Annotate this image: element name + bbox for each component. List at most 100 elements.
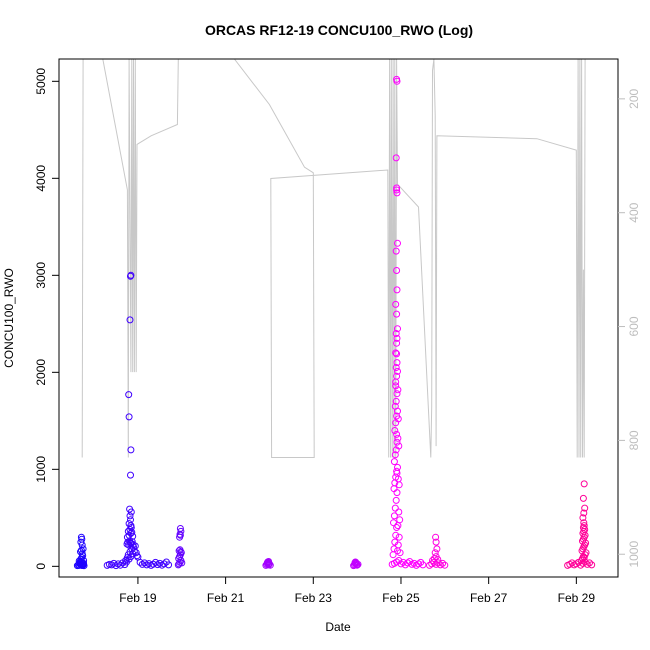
data-point	[392, 330, 400, 337]
data-point	[126, 316, 134, 324]
y-tick-label: 5000	[34, 68, 48, 95]
altitude-trace-layer	[81, 58, 586, 458]
data-point	[116, 561, 124, 569]
series-0	[73, 533, 88, 570]
data-point	[156, 559, 164, 567]
altitude-trace-line	[81, 58, 586, 458]
data-point	[393, 438, 401, 446]
series-1	[103, 271, 173, 570]
data-point	[401, 561, 409, 569]
data-point	[392, 382, 400, 390]
data-point	[127, 271, 135, 279]
data-point	[434, 556, 442, 563]
data-point	[393, 339, 401, 347]
y-axis: 0 1000 2000 3000 4000 5000	[34, 68, 60, 570]
x-axis: Feb 19 Feb 21 Feb 23 Feb 25 Feb 27 Feb 29	[119, 576, 595, 605]
y-tick-label: 2000	[34, 359, 48, 386]
data-point	[394, 367, 401, 375]
data-point	[391, 402, 399, 410]
series-2	[174, 525, 186, 569]
y-tick-label: 4000	[34, 165, 48, 192]
data-point	[351, 558, 359, 566]
data-point	[580, 509, 588, 517]
right-tick-label: 200	[627, 88, 641, 108]
data-point	[110, 559, 118, 567]
data-point	[392, 154, 400, 162]
data-point	[431, 549, 439, 557]
data-point	[127, 516, 134, 524]
y-tick-label: 0	[34, 563, 48, 570]
data-point	[393, 359, 401, 367]
data-point	[390, 519, 397, 527]
x-tick-label: Feb 19	[119, 591, 157, 605]
data-point	[141, 559, 148, 567]
right-tick-label: 800	[627, 430, 641, 450]
data-point	[393, 430, 401, 438]
data-point	[581, 526, 589, 533]
data-point	[177, 548, 185, 556]
plot-frame	[58, 58, 619, 578]
data-point	[176, 525, 184, 532]
data-point	[394, 522, 402, 530]
data-point	[125, 520, 133, 528]
data-point	[125, 413, 133, 421]
right-tick-label: 1000	[627, 541, 641, 568]
data-point	[392, 496, 400, 504]
series-6	[426, 533, 449, 569]
data-point	[390, 512, 398, 520]
data-point	[395, 481, 403, 489]
data-point	[434, 559, 442, 567]
data-point	[586, 559, 593, 567]
data-point	[127, 471, 134, 479]
data-point	[80, 562, 88, 570]
data-point	[393, 310, 401, 318]
data-point	[392, 300, 400, 308]
data-point	[392, 531, 400, 539]
data-point	[126, 512, 134, 520]
data-point	[390, 458, 398, 466]
data-point	[419, 561, 427, 569]
data-point	[79, 545, 87, 553]
data-point	[580, 480, 588, 488]
data-point	[133, 552, 141, 560]
y-tick-label: 1000	[34, 456, 48, 483]
series-7	[564, 480, 596, 569]
data-point	[579, 494, 587, 502]
data-point	[80, 557, 88, 564]
data-point	[394, 386, 402, 394]
data-point	[410, 559, 418, 567]
data-point	[165, 561, 173, 569]
data-point	[393, 390, 401, 398]
x-tick-label: Feb 27	[470, 591, 508, 605]
data-point	[580, 522, 588, 530]
data-point	[393, 334, 401, 342]
data-point	[579, 514, 587, 522]
data-point	[439, 559, 447, 567]
data-point	[394, 239, 401, 247]
data-point	[391, 504, 399, 512]
data-point	[77, 533, 85, 541]
series-4	[350, 558, 362, 570]
right-tick-label: 600	[627, 316, 641, 336]
data-point	[394, 325, 401, 333]
data-point	[127, 446, 135, 454]
x-tick-label: Feb 23	[295, 591, 333, 605]
data-point	[433, 545, 441, 553]
data-point	[393, 350, 401, 358]
data-point	[391, 451, 399, 459]
data-point	[77, 546, 85, 554]
data-point	[393, 286, 401, 294]
data-point	[393, 524, 401, 531]
data-point	[394, 541, 402, 549]
data-point	[391, 427, 399, 434]
y-tick-label: 3000	[34, 262, 48, 289]
data-point	[126, 505, 134, 513]
right-tick-label: 400	[627, 202, 641, 222]
data-point	[177, 527, 185, 535]
data-point	[588, 561, 596, 569]
data-point	[393, 469, 401, 477]
data-point	[129, 541, 137, 548]
x-axis-label: Date	[325, 620, 351, 634]
data-point	[432, 538, 440, 546]
